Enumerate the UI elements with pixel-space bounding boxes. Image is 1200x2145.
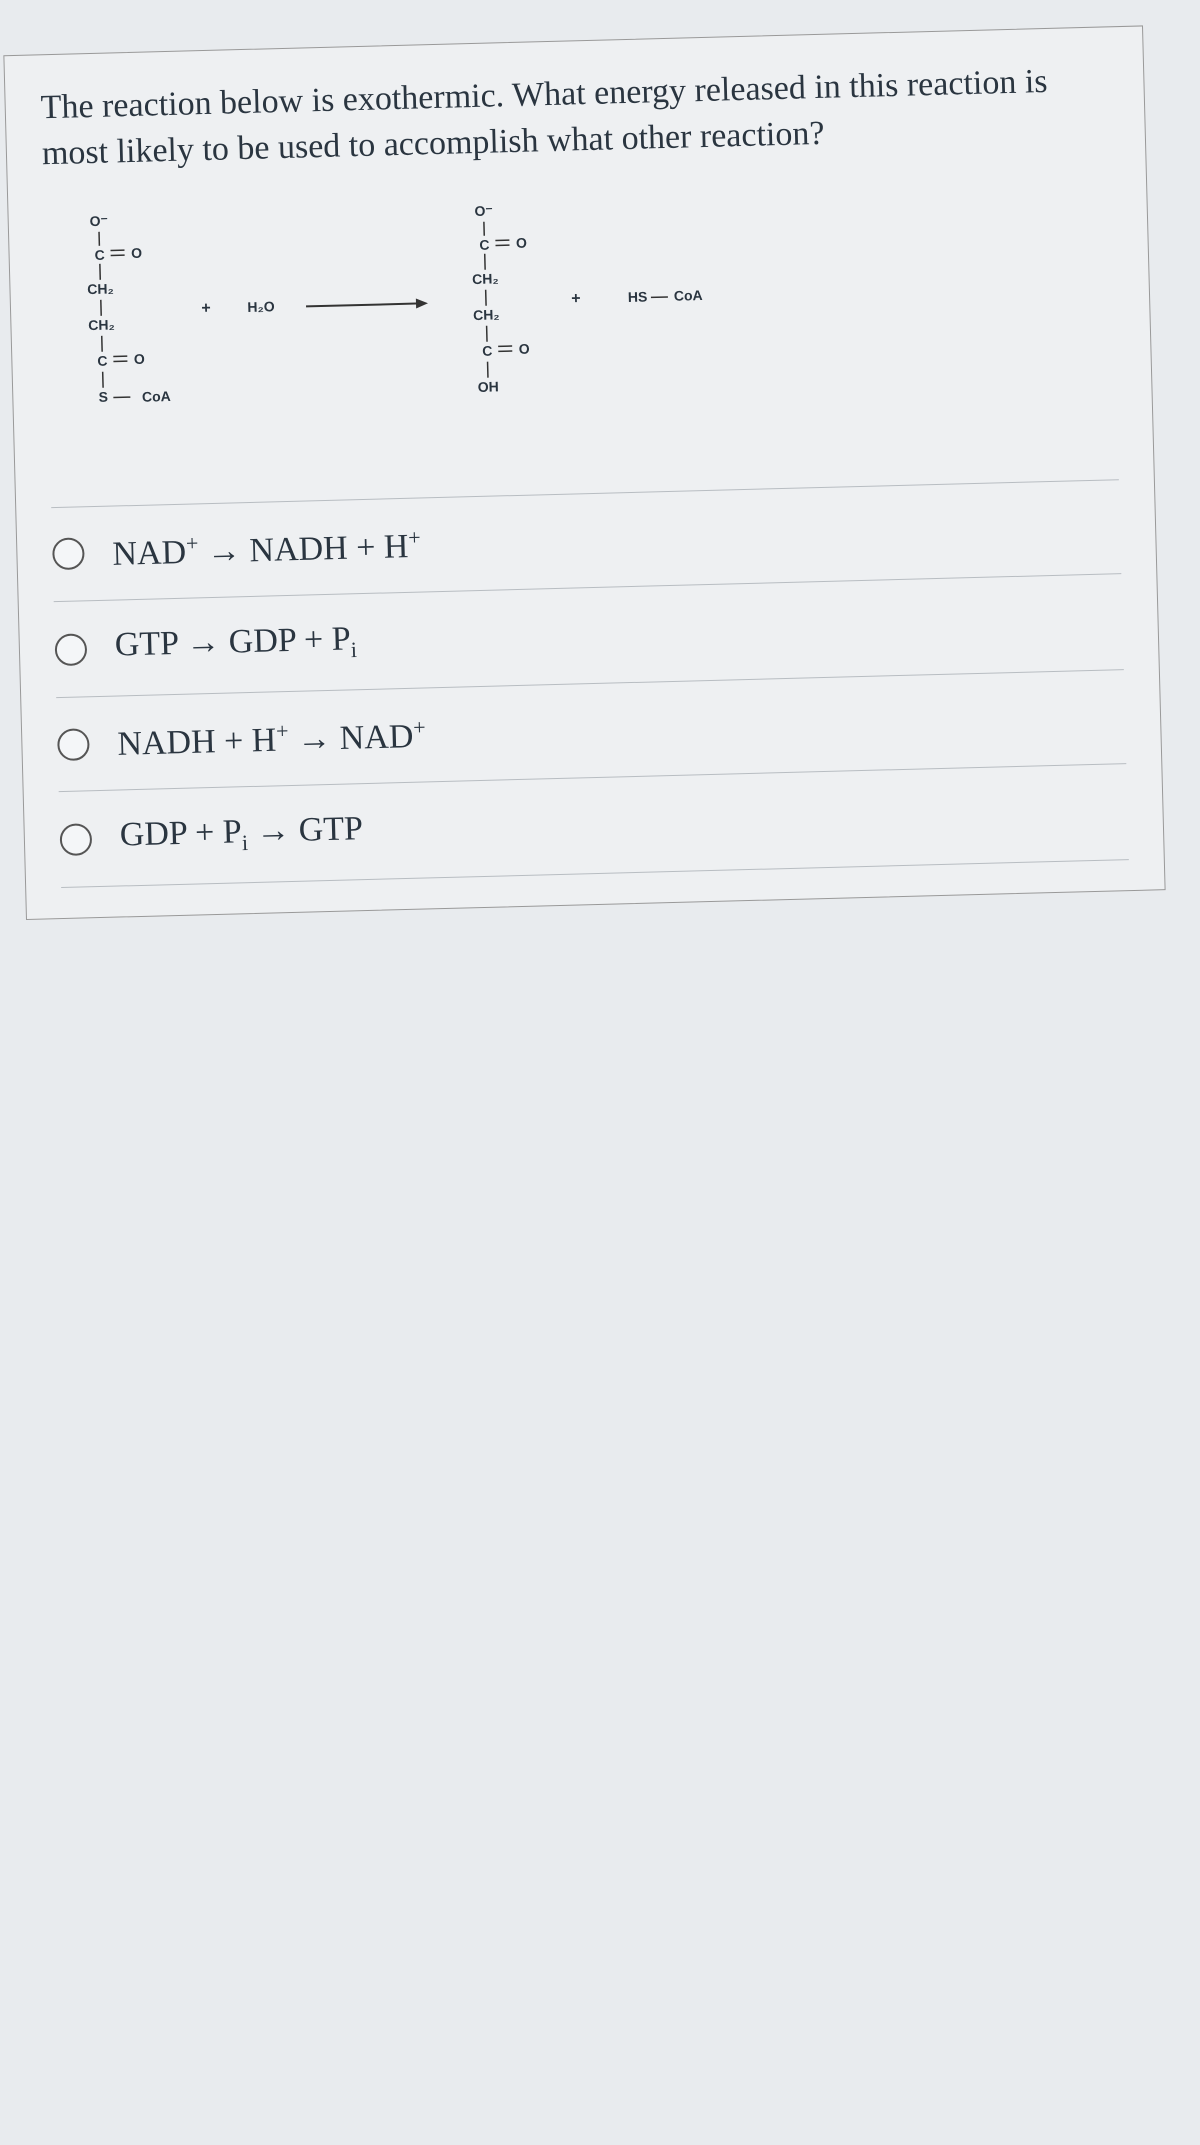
reaction-diagram: O⁻ C O CH₂ CH₂ C O S CoA: [43, 179, 1117, 467]
options-list: NAD+ → NADH + H+ GTP → GDP + Pi NADH + H…: [51, 479, 1129, 888]
question-container: The reaction below is exothermic. What e…: [3, 25, 1165, 920]
svg-text:O: O: [519, 340, 530, 356]
svg-text:S: S: [98, 388, 108, 404]
svg-text:O⁻: O⁻: [89, 212, 108, 228]
svg-text:OH: OH: [477, 378, 498, 395]
radio-icon[interactable]: [57, 728, 90, 761]
svg-text:O: O: [134, 350, 145, 366]
question-text: The reaction below is exothermic. What e…: [40, 57, 1110, 177]
reaction-svg: O⁻ C O CH₂ CH₂ C O S CoA: [43, 189, 750, 467]
svg-text:C: C: [479, 236, 490, 252]
svg-text:CH₂: CH₂: [472, 270, 499, 287]
svg-text:CoA: CoA: [142, 388, 171, 405]
option-label-3: GDP + Pi → GTP: [119, 810, 363, 859]
svg-text:+: +: [201, 300, 211, 317]
option-label-0: NAD+ → NADH + H+: [112, 524, 421, 573]
svg-text:H₂O: H₂O: [247, 298, 275, 315]
svg-text:+: +: [571, 290, 581, 307]
svg-text:CH₂: CH₂: [473, 306, 500, 323]
svg-text:C: C: [94, 246, 105, 262]
option-label-1: GTP → GDP + Pi: [114, 620, 357, 669]
svg-text:CH₂: CH₂: [87, 280, 114, 297]
svg-text:C: C: [97, 352, 108, 368]
svg-text:CH₂: CH₂: [88, 316, 115, 333]
svg-text:O⁻: O⁻: [474, 202, 493, 218]
radio-icon[interactable]: [55, 633, 88, 666]
option-label-2: NADH + H+ → NAD+: [117, 714, 426, 763]
svg-text:CoA: CoA: [674, 287, 703, 304]
svg-text:O: O: [516, 234, 527, 250]
svg-text:HS: HS: [628, 288, 648, 305]
svg-text:O: O: [131, 244, 142, 260]
radio-icon[interactable]: [59, 823, 92, 856]
svg-text:C: C: [482, 342, 493, 358]
radio-icon[interactable]: [52, 538, 85, 571]
